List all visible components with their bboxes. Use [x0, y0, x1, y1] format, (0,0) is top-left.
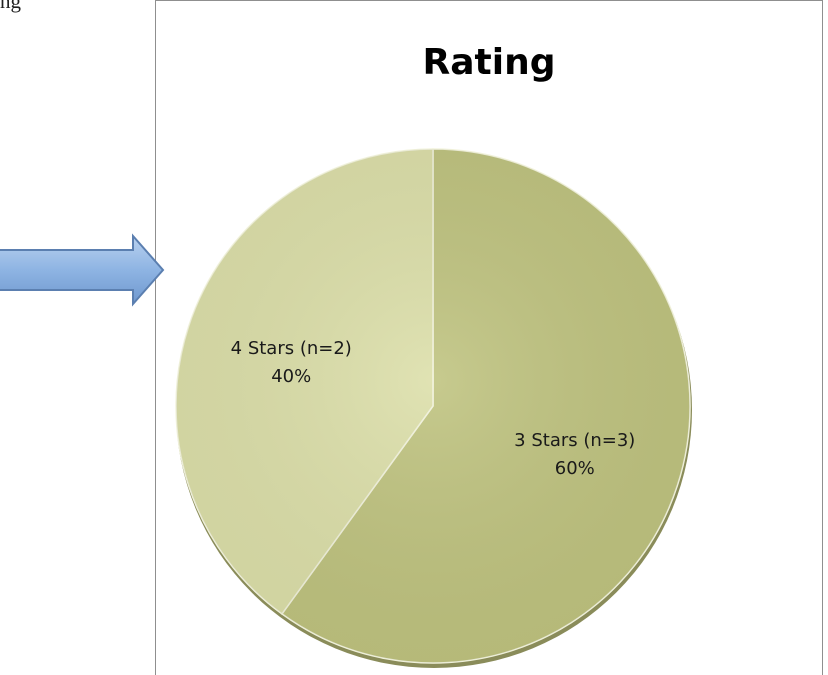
slice-label-2: 4 Stars (n=2)	[231, 338, 352, 359]
chart-frame	[155, 0, 823, 675]
arrow-right-icon	[0, 233, 165, 307]
pie-slices	[175, 148, 691, 664]
pie-labels: 3 Stars (n=3) 60% 4 Stars (n=2) 40%	[231, 338, 636, 479]
chart-title: Rating	[422, 42, 556, 83]
slice-percent-2: 40%	[271, 366, 311, 387]
slice-percent-1: 60%	[555, 458, 595, 479]
cropped-text: ng	[0, 0, 21, 13]
slice-label-1: 3 Stars (n=3)	[514, 430, 635, 451]
